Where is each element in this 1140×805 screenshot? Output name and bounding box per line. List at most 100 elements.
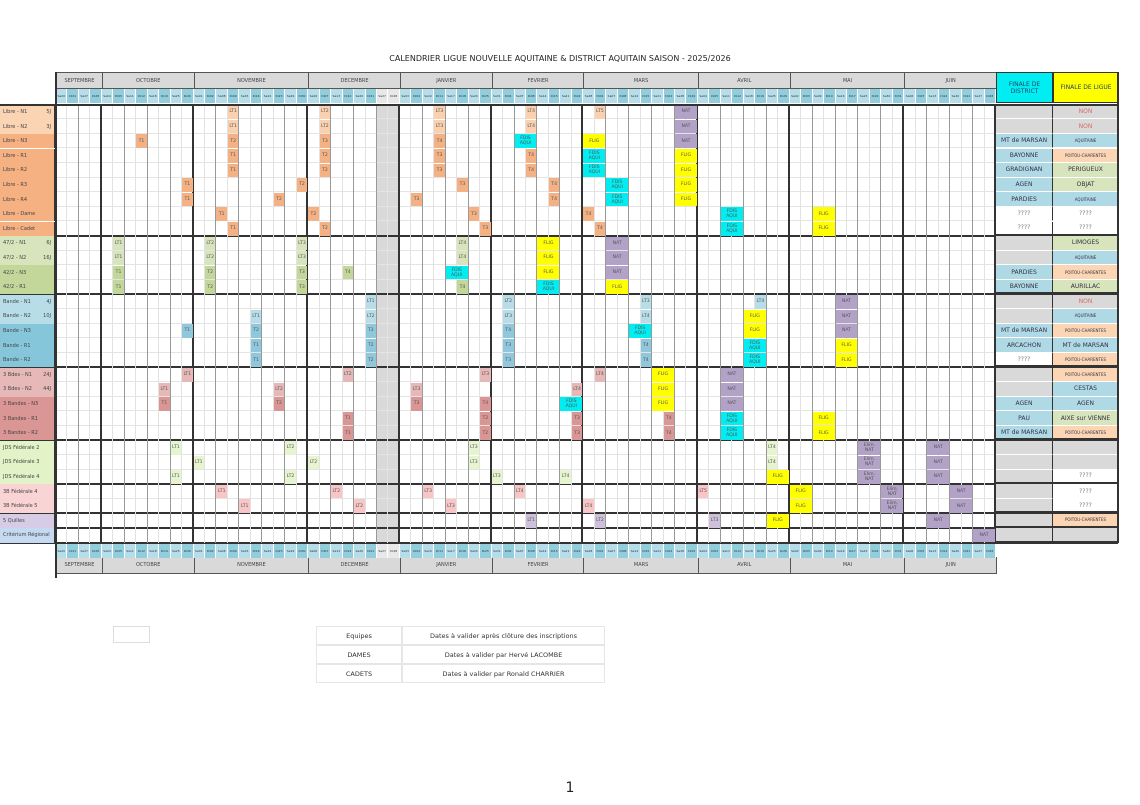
day-header: Di21 <box>365 89 377 103</box>
day-header: Sa07 <box>514 543 526 558</box>
event-lt3: LT3 <box>640 295 652 309</box>
finale-district-cell <box>996 455 1053 470</box>
event-lt3: LT3 <box>468 441 480 455</box>
row-line <box>0 295 1118 310</box>
day-header: Sa29 <box>285 543 297 558</box>
finale-ligue-cell <box>1053 528 1119 543</box>
day-header: Sa21 <box>652 89 664 103</box>
event-t2: T2 <box>296 178 308 192</box>
event-t1: T1 <box>250 353 262 367</box>
day-header: Di05 <box>113 89 125 103</box>
column-line <box>400 104 412 543</box>
day-header: Di24 <box>869 89 882 103</box>
event-lt2: LT2 <box>342 368 354 382</box>
column-line <box>205 104 217 543</box>
day-header: Di15 <box>548 89 561 103</box>
day-header: Di17 <box>846 543 859 558</box>
event-lt4: LT4 <box>594 368 606 382</box>
event-flig: FLIG <box>537 265 560 280</box>
column-line <box>985 104 996 543</box>
row-label: Libre - Cadet <box>0 221 56 237</box>
event-nat: NAT <box>927 514 950 528</box>
month-header: DECEMBRE <box>308 72 401 89</box>
event-lt4: LT4 <box>571 382 583 397</box>
finale-ligue-cell: AGEN <box>1053 396 1119 412</box>
day-header: Di02 <box>205 543 217 558</box>
day-header: Di08 <box>617 89 630 103</box>
event-lt3: LT3 <box>491 470 503 484</box>
day-header: Sa21 <box>560 543 572 558</box>
event-nat: NAT <box>835 324 858 338</box>
day-header: Sa01 <box>193 543 205 558</box>
month-header: FEVRIER <box>491 556 585 574</box>
day-header: Di14 <box>342 89 355 103</box>
event-lt1: LT1 <box>182 368 193 382</box>
finale-ligue-cell: CESTAS <box>1053 382 1119 397</box>
column-line <box>721 104 733 543</box>
row-label: 3B Fédérale 4 <box>0 484 56 499</box>
day-header: Sa13 <box>927 89 939 103</box>
event-t2: T2 <box>205 265 216 280</box>
column-line <box>962 104 974 543</box>
event-lt2: LT2 <box>205 251 216 265</box>
row-label-text: Libre - R2 <box>3 167 28 174</box>
finale-district-cell: ARCACHON <box>996 338 1053 353</box>
row-label-text: Libre - Dame <box>3 211 36 218</box>
row-label: Libre - R4 <box>0 192 56 207</box>
legend-empty-swatch <box>113 626 150 643</box>
event-flig: FLIG <box>652 368 675 382</box>
month-header: SEPTEMBRE <box>56 72 103 89</box>
event-t2: T2 <box>227 134 239 148</box>
event-flig: FLIG <box>766 470 789 484</box>
day-header: Sa29 <box>285 89 297 103</box>
event-lt4: LT4 <box>640 309 652 324</box>
row-line <box>0 411 1118 426</box>
row-label-text: 3 Bandes - R1 <box>3 415 38 422</box>
row-label: 47/2 - N2 16J <box>0 250 56 266</box>
row-player-count: 5J <box>46 108 51 115</box>
finale-ligue-cell: POITOU-CHARENTES <box>1053 367 1119 383</box>
event-nat: NAT <box>675 134 697 148</box>
closed-day-column <box>376 104 389 543</box>
day-header: Di04 <box>411 543 423 558</box>
row-label: Libre - N2 3J <box>0 119 56 134</box>
column-line <box>90 104 102 543</box>
event-flig: FLIG <box>675 163 697 178</box>
day-header: Di12 <box>136 543 148 558</box>
event-lt4: LT4 <box>755 295 766 309</box>
finale-district-cell <box>996 484 1053 499</box>
day-header: Di14 <box>938 89 951 103</box>
row-line <box>0 192 1118 207</box>
row-label: Libre - R3 <box>0 177 56 193</box>
column-line <box>652 104 664 543</box>
event-t3: T3 <box>434 149 445 163</box>
event-t2: T2 <box>308 207 319 221</box>
column-line <box>870 104 882 543</box>
event-fdis-aqui: FDIS AQUI <box>445 265 468 280</box>
day-header: Sa14 <box>629 543 641 558</box>
event-lt2: LT2 <box>503 295 514 309</box>
column-line <box>755 104 767 543</box>
finale-ligue-cell: AQUITAINE <box>1053 250 1119 266</box>
event-t4: T4 <box>583 207 594 221</box>
day-header: Di01 <box>503 89 515 103</box>
day-header: Sa22 <box>262 89 274 103</box>
event-t3: T3 <box>319 134 331 148</box>
column-line <box>641 104 653 543</box>
finale-ligue-cell: ???? <box>1053 498 1119 514</box>
row-label-text: JDS Fédérale 4 <box>3 473 40 480</box>
day-header: Sa04 <box>101 89 114 103</box>
column-line <box>423 104 435 543</box>
event-lt4: LT4 <box>457 236 468 251</box>
column-line <box>102 104 114 543</box>
day-header: Di25 <box>480 89 492 103</box>
row-player-count: 4J <box>46 298 51 305</box>
day-header: Di07 <box>319 89 332 103</box>
month-header: MAI <box>789 556 906 574</box>
day-header: Di05 <box>709 543 721 558</box>
row-player-count: 24J <box>43 371 51 378</box>
row-label: Bande - R2 <box>0 352 56 368</box>
event-lt1: LT1 <box>250 309 262 324</box>
column-line <box>320 104 332 543</box>
month-header: JUIN <box>904 72 997 89</box>
